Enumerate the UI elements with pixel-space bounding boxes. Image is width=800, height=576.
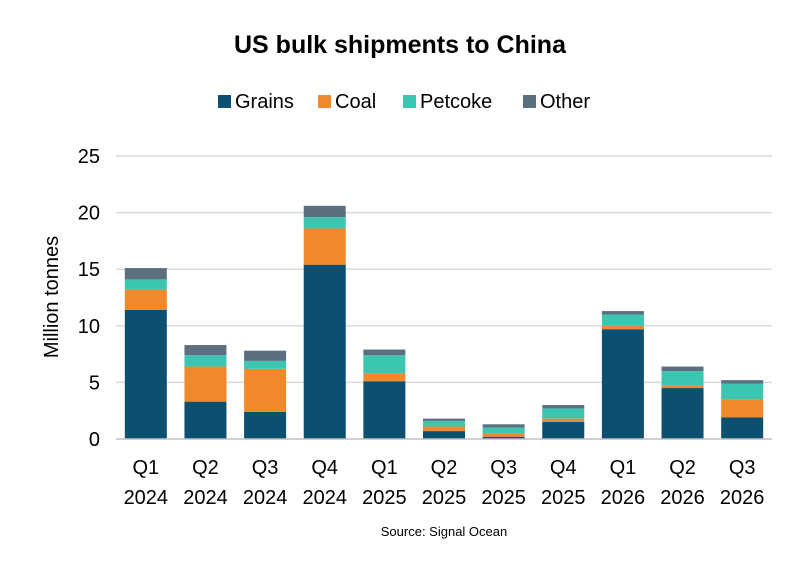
- bar-segment-grains: [542, 422, 585, 439]
- x-tick-year: 2025: [422, 487, 467, 509]
- source-note: Source: Signal Ocean: [381, 524, 507, 539]
- x-tick-year: 2024: [243, 487, 288, 509]
- bar-segment-petcoke: [482, 427, 525, 434]
- bar-segment-coal: [124, 289, 167, 310]
- x-tick-quarter: Q2: [192, 457, 219, 479]
- legend-label-coal: Coal: [335, 91, 376, 113]
- chart-title: US bulk shipments to China: [234, 31, 567, 59]
- bar-segment-coal: [721, 399, 764, 418]
- bar-segment-other: [184, 345, 227, 356]
- x-tick-year: 2025: [541, 487, 586, 509]
- legend-swatch-coal: [318, 95, 331, 108]
- x-tick-quarter: Q4: [311, 457, 338, 479]
- legend-label-petcoke: Petcoke: [420, 91, 492, 113]
- bar-segment-petcoke: [721, 383, 764, 400]
- bar-segment-grains: [661, 388, 704, 439]
- y-tick-label: 10: [78, 316, 100, 338]
- bar-segment-coal: [363, 373, 406, 382]
- bar-segment-other: [601, 311, 644, 315]
- x-tick-quarter: Q3: [252, 457, 279, 479]
- bar-segment-coal: [423, 426, 465, 432]
- y-tick-label: 5: [89, 372, 100, 394]
- x-tick-year: 2026: [720, 487, 765, 509]
- y-axis-label: Million tonnes: [41, 236, 63, 358]
- legend-swatch-petcoke: [403, 95, 416, 108]
- bars: [124, 205, 764, 439]
- bar-segment-coal: [661, 385, 704, 389]
- bar-segment-petcoke: [542, 408, 585, 419]
- bar-segment-coal: [542, 418, 585, 423]
- bar-segment-petcoke: [423, 420, 465, 427]
- bar-segment-other: [482, 424, 525, 428]
- bar-segment-other: [303, 205, 346, 218]
- x-axis-ticks: Q1 2024 Q2 2024 Q3 2024 Q4 2024 Q1 2025 Q2 2025 Q3 20…: [124, 457, 765, 509]
- bar-segment-petcoke: [124, 279, 167, 290]
- x-tick-quarter: Q2: [669, 457, 696, 479]
- bar-segment-petcoke: [303, 217, 346, 229]
- bar-segment-other: [542, 405, 585, 409]
- bar-segment-grains: [124, 309, 167, 439]
- x-tick-quarter: Q1: [132, 457, 159, 479]
- legend-swatch-other: [523, 95, 536, 108]
- x-tick-year: 2026: [660, 487, 705, 509]
- bar-segment-grains: [244, 411, 287, 439]
- bar-segment-other: [363, 349, 406, 356]
- bar-segment-other: [423, 418, 465, 421]
- legend-label-grains: Grains: [235, 91, 294, 113]
- bar-segment-grains: [303, 264, 346, 439]
- legend-swatch-grains: [218, 95, 231, 108]
- y-tick-label: 0: [89, 429, 100, 451]
- bar-segment-other: [124, 268, 167, 280]
- x-tick-year: 2024: [183, 487, 228, 509]
- bar-segment-grains: [423, 431, 465, 439]
- bar-segment-coal: [482, 433, 525, 437]
- bar-segment-grains: [363, 381, 406, 439]
- bar-segment-petcoke: [244, 360, 287, 369]
- x-tick-year: 2024: [124, 487, 169, 509]
- bar-segment-coal: [184, 366, 227, 402]
- x-tick-quarter: Q1: [610, 457, 637, 479]
- bar-segment-petcoke: [363, 355, 406, 374]
- x-tick-quarter: Q4: [550, 457, 577, 479]
- bar-segment-coal: [303, 228, 346, 265]
- bar-segment-petcoke: [661, 371, 704, 386]
- bar-segment-petcoke: [184, 355, 227, 367]
- x-tick-quarter: Q2: [431, 457, 458, 479]
- bar-segment-grains: [184, 401, 227, 439]
- x-tick-year: 2026: [601, 487, 646, 509]
- x-tick-quarter: Q3: [729, 457, 756, 479]
- bar-segment-other: [721, 380, 764, 384]
- legend-label-other: Other: [540, 91, 590, 113]
- y-tick-label: 20: [78, 203, 100, 225]
- y-tick-label: 25: [78, 146, 100, 168]
- y-axis-ticks: 0 5 10 15 20 25: [78, 146, 100, 451]
- bar-segment-coal: [601, 325, 644, 330]
- legend: Grains Coal Petcoke Other: [218, 91, 590, 113]
- bar-segment-grains: [482, 436, 525, 439]
- bar-segment-grains: [601, 329, 644, 439]
- bar-segment-petcoke: [601, 314, 644, 326]
- x-tick-quarter: Q3: [490, 457, 517, 479]
- x-tick-quarter: Q1: [371, 457, 398, 479]
- x-tick-year: 2024: [302, 487, 347, 509]
- bar-segment-other: [244, 350, 287, 361]
- x-tick-year: 2025: [481, 487, 526, 509]
- x-tick-year: 2025: [362, 487, 407, 509]
- bar-segment-coal: [244, 368, 287, 412]
- y-tick-label: 15: [78, 259, 100, 281]
- bar-segment-grains: [721, 417, 764, 439]
- bar-segment-other: [661, 366, 704, 372]
